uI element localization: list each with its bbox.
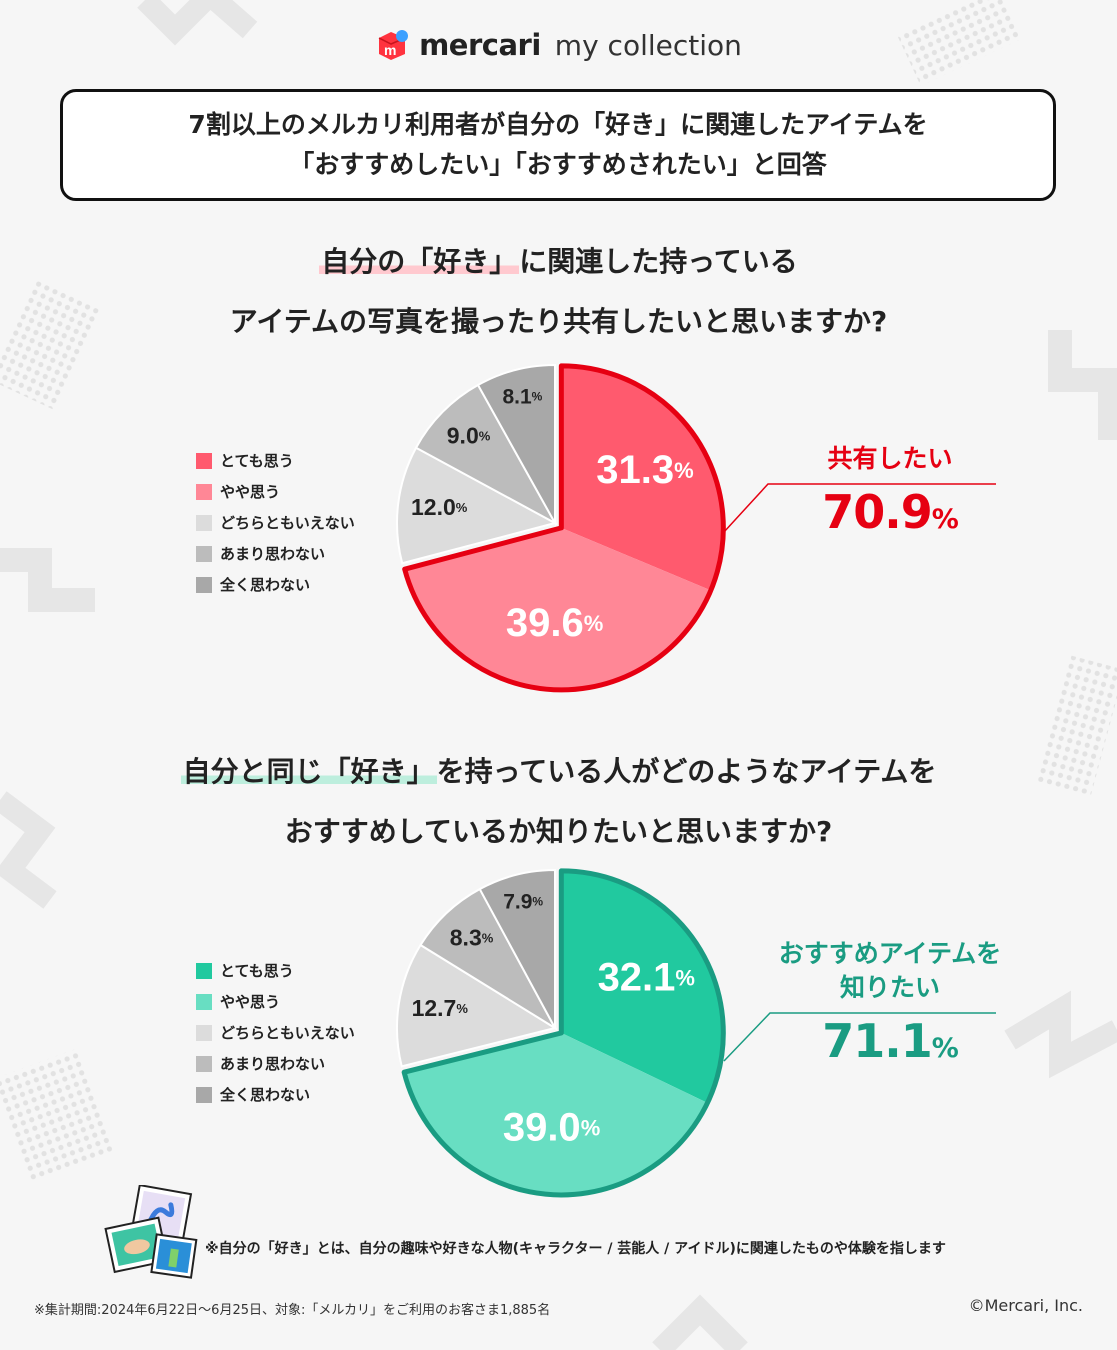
- zigzag-shape: [652, 1294, 748, 1350]
- legend-swatch: [196, 993, 212, 1010]
- pie-slice-2: [396, 943, 558, 1068]
- mercari-box-icon: m: [378, 30, 409, 60]
- callout-2-label-line-2: 知りたい: [839, 973, 940, 1002]
- pie-label-3: 8.3%: [450, 925, 494, 951]
- headline-box: 7割以上のメルカリ利用者が自分の「好き」に関連したアイテムを 「おすすめしたい」…: [60, 89, 1056, 201]
- pie-label-0: 32.1%: [598, 955, 695, 999]
- pie-slice-4: [476, 363, 556, 527]
- legend-swatch: [196, 576, 212, 593]
- legend-label: とても思う: [220, 452, 294, 470]
- legend-label: やや思う: [220, 483, 281, 501]
- legend-swatch: [196, 1024, 212, 1041]
- pie-chart-1: 31.3% 39.6% 12.0% 9.0% 8.1%: [396, 363, 726, 693]
- pie-slice-4: [478, 868, 556, 1029]
- collection-cards-illustration: [104, 1185, 198, 1279]
- legend-swatch: [196, 962, 212, 979]
- definition-footnote: ※自分の「好き」とは、自分の趣味や好きな人物(キャラクター / 芸能人 / アイ…: [205, 1241, 946, 1257]
- legend-label: どちらともいえない: [220, 514, 355, 532]
- pie-chart-2: 32.1% 39.0% 12.7% 8.3% 7.9%: [396, 868, 726, 1198]
- brand-sub: my collection: [554, 28, 742, 62]
- pie-slice-3: [414, 383, 558, 526]
- brand-logo: m mercari my collection: [0, 28, 1117, 66]
- question-1-line1-rest: に関連した持っている: [519, 245, 798, 278]
- callout-1-unit: %: [931, 504, 959, 535]
- legend-label: どちらともいえない: [220, 1024, 355, 1042]
- legend-swatch: [196, 545, 212, 562]
- headline-line-1: 7割以上のメルカリ利用者が自分の「好き」に関連したアイテムを: [188, 110, 928, 139]
- pie-highlight-outline: [402, 363, 726, 693]
- legend-swatch: [196, 1055, 212, 1072]
- dot-pattern-shape: [0, 1047, 117, 1183]
- legend-item: とても思う: [196, 445, 355, 476]
- callout-1-label: 共有したい: [827, 444, 953, 473]
- survey-period-note: ※集計期間:2024年6月22日〜6月25日、対象:「メルカリ」をご利用のお客さ…: [34, 1303, 551, 1318]
- pie-label-1: 39.6%: [506, 600, 603, 644]
- pie-label-2: 12.0%: [411, 494, 468, 520]
- callout-2-unit: %: [931, 1033, 959, 1064]
- callout-1-value: 70.9: [822, 485, 932, 539]
- legend-label: やや思う: [220, 993, 281, 1011]
- legend-item: あまり思わない: [196, 538, 355, 569]
- pie-slice-1: [404, 527, 711, 690]
- pie-highlight-outline: [401, 868, 726, 1198]
- legend-label: とても思う: [220, 962, 294, 980]
- legend-item: 全く思わない: [196, 1079, 355, 1110]
- zigzag-shape: [1004, 990, 1117, 1079]
- question-2-highlight: 自分と同じ「好き」: [180, 755, 437, 788]
- question-1-highlight: 自分の「好き」: [319, 245, 520, 278]
- pie-label-1: 39.0%: [503, 1105, 600, 1149]
- legend-1: とても思う やや思う どちらともいえない あまり思わない 全く思わない: [196, 445, 355, 600]
- callout-2-label-line-1: おすすめアイテムを: [778, 939, 1002, 968]
- legend-label: 全く思わない: [220, 1086, 311, 1104]
- legend-item: とても思う: [196, 955, 355, 986]
- callout-1: 共有したい 70.9%: [790, 442, 990, 548]
- pie-label-2: 12.7%: [412, 995, 469, 1021]
- copyright: ©Mercari, Inc.: [968, 1296, 1083, 1315]
- zigzag-shape: [0, 548, 95, 612]
- legend-item: どちらともいえない: [196, 1017, 355, 1048]
- legend-label: あまり思わない: [220, 545, 326, 563]
- legend-swatch: [196, 452, 212, 469]
- pie-slice-2: [396, 446, 558, 565]
- question-1-line2: アイテムの写真を撮ったり共有したいと思いますか?: [229, 305, 888, 338]
- callout-2-value: 71.1: [822, 1014, 932, 1068]
- legend-item: 全く思わない: [196, 569, 355, 600]
- pie-label-4: 7.9%: [503, 890, 543, 913]
- legend-label: 全く思わない: [220, 576, 311, 594]
- legend-swatch: [196, 483, 212, 500]
- legend-2: とても思う やや思う どちらともいえない あまり思わない 全く思わない: [196, 955, 355, 1110]
- svg-text:m: m: [384, 42, 396, 58]
- pie-label-4: 8.1%: [502, 385, 542, 408]
- zigzag-shape: [137, 0, 258, 46]
- question-2-line2: おすすめしているか知りたいと思いますか?: [284, 815, 833, 848]
- pie-label-0: 31.3%: [596, 448, 693, 492]
- legend-label: あまり思わない: [220, 1055, 326, 1073]
- pie-slice-1: [404, 1032, 708, 1195]
- headline-line-2: 「おすすめしたい」「おすすめされたい」と回答: [289, 150, 827, 179]
- legend-item: どちらともいえない: [196, 507, 355, 538]
- question-2-line1-rest: を持っている人がどのようなアイテムを: [436, 755, 937, 788]
- legend-item: あまり思わない: [196, 1048, 355, 1079]
- question-2: 自分と同じ「好き」を持っている人がどのようなアイテムを おすすめしているか知りた…: [0, 742, 1117, 862]
- callout-2: おすすめアイテムを 知りたい 71.1%: [770, 937, 1010, 1077]
- question-1: 自分の「好き」に関連した持っている アイテムの写真を撮ったり共有したいと思います…: [0, 232, 1117, 352]
- legend-item: やや思う: [196, 476, 355, 507]
- legend-item: やや思う: [196, 986, 355, 1017]
- legend-swatch: [196, 514, 212, 531]
- pie-label-3: 9.0%: [447, 423, 491, 449]
- legend-swatch: [196, 1086, 212, 1103]
- brand-name: mercari: [419, 28, 541, 62]
